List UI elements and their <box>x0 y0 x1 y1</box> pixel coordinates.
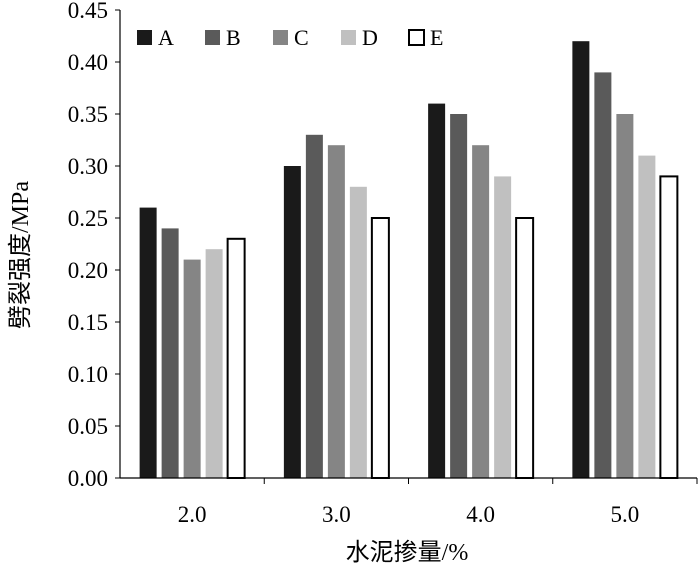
bar-A-3.0 <box>283 166 301 478</box>
bar-E-3.0 <box>370 217 390 479</box>
bar-B-3.0 <box>305 134 323 479</box>
legend-label-E: E <box>430 25 443 50</box>
y-tick-label: 0.05 <box>68 414 108 439</box>
y-tick-label: 0.00 <box>68 466 108 491</box>
legend: A B C D E <box>137 25 443 50</box>
y-tick-label: 0.20 <box>68 258 108 283</box>
y-axis-ticks: 0.00 0.05 0.10 0.15 0.20 0.25 0.30 0.35 0.40 0.45 <box>68 0 120 491</box>
bar-A-4.0 <box>428 103 446 478</box>
bar-B-2.0 <box>161 228 179 478</box>
y-tick-label: 0.10 <box>68 362 108 387</box>
bar-E-5.0 <box>659 175 679 479</box>
bar-D-5.0 <box>638 155 656 478</box>
bar-C-3.0 <box>327 145 345 478</box>
legend-label-B: B <box>226 25 241 50</box>
x-tick-label: 4.0 <box>466 502 495 527</box>
y-tick-label: 0.25 <box>68 206 108 231</box>
bar-D-4.0 <box>494 176 512 478</box>
x-axis-title: 水泥掺量/% <box>346 539 469 566</box>
bars-layer <box>139 41 679 479</box>
legend-label-C: C <box>294 25 309 50</box>
bar-A-2.0 <box>139 207 157 478</box>
y-tick-label: 0.30 <box>68 154 108 179</box>
bar-C-5.0 <box>616 114 634 478</box>
bar-C-4.0 <box>472 145 490 478</box>
bar-E-4.0 <box>515 217 535 479</box>
bar-C-2.0 <box>183 259 201 478</box>
y-tick-label: 0.15 <box>68 310 108 335</box>
x-tick-label: 5.0 <box>611 502 640 527</box>
legend-label-D: D <box>362 25 378 50</box>
y-tick-label: 0.35 <box>68 102 108 127</box>
legend-swatch-B <box>205 30 220 45</box>
y-axis-title: 劈裂强度/MPa <box>7 181 34 329</box>
x-tick-label: 2.0 <box>178 502 207 527</box>
legend-swatch-C <box>273 30 288 45</box>
bar-B-5.0 <box>594 72 612 479</box>
legend-label-A: A <box>158 25 174 50</box>
bar-D-2.0 <box>205 249 223 478</box>
x-tick-label: 3.0 <box>322 502 351 527</box>
bar-E-2.0 <box>226 237 246 479</box>
legend-swatch-A <box>137 30 152 45</box>
bar-B-4.0 <box>450 114 468 478</box>
y-tick-label: 0.45 <box>68 0 108 23</box>
bar-A-5.0 <box>572 41 590 478</box>
y-tick-label: 0.40 <box>68 50 108 75</box>
bar-D-3.0 <box>349 186 367 479</box>
x-axis-ticks: 2.0 3.0 4.0 5.0 <box>178 478 698 527</box>
legend-swatch-E <box>408 29 425 46</box>
legend-swatch-D <box>341 30 356 45</box>
